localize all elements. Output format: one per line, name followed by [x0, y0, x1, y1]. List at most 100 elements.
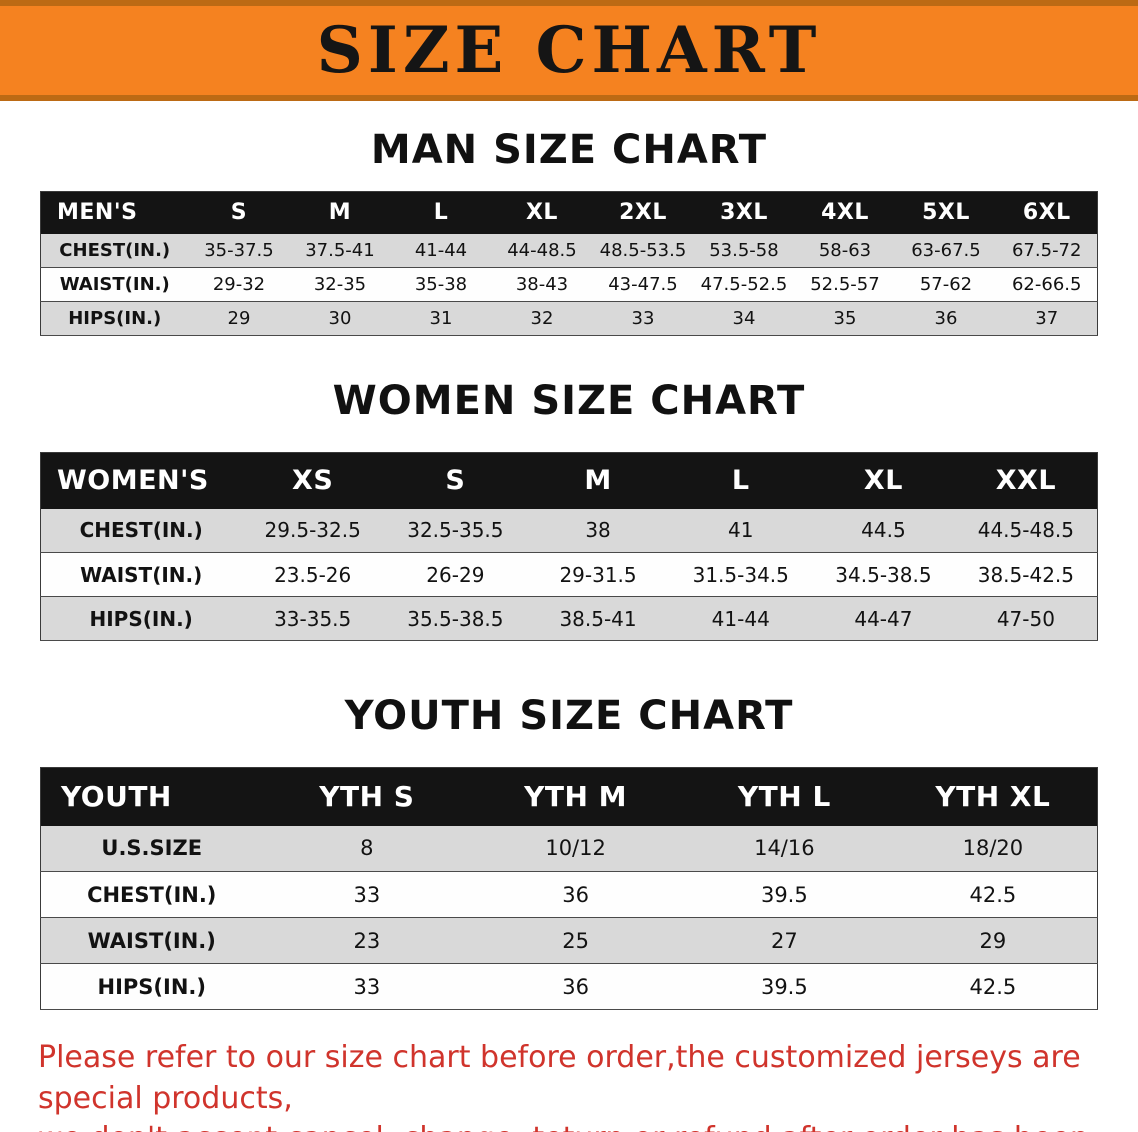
size-value-cell: 42.5 [969, 974, 1017, 999]
size-value-cell: 32-35 [313, 274, 367, 295]
table-corner-label: WOMEN'S [40, 452, 242, 509]
size-value-cell: 36 [562, 882, 589, 907]
men-size-heading: MAN SIZE CHART [370, 127, 768, 173]
row-label: HIPS(IN.) [89, 606, 193, 631]
disclaimer-line-2: we don't accept cancel, change, teturn o… [38, 1119, 1100, 1132]
table-row: WAIST(IN.) 23 25 27 29 [40, 917, 1098, 964]
table-row: HIPS(IN.) 33 36 39.5 42.5 [40, 963, 1098, 1010]
table-row: U.S.SIZE 8 10/12 14/16 18/20 [40, 825, 1098, 872]
size-value-cell: 41 [728, 518, 754, 543]
size-value-cell: 25 [562, 928, 589, 953]
row-label: CHEST(IN.) [87, 882, 217, 907]
size-column-header: YTH L [679, 767, 889, 826]
size-chart-title: SIZE CHART [316, 13, 822, 88]
table-row: CHEST(IN.) 33 36 39.5 42.5 [40, 871, 1098, 918]
size-column-header: L [390, 191, 492, 234]
men-size-section: MAN SIZE CHART MEN'S S M L XL 2XL 3XL 4XL 5XL 6XL… [0, 127, 1138, 336]
table-corner-label: MEN'S [40, 191, 189, 234]
youth-size-heading: YOUTH SIZE CHART [344, 693, 794, 739]
row-label: WAIST(IN.) [80, 562, 203, 587]
size-value-cell: 33-35.5 [274, 606, 352, 631]
size-value-cell: 29.5-32.5 [264, 518, 361, 543]
table-row: WAIST(IN.) 23.5-26 26-29 29-31.5 31.5-34.5 34… [40, 552, 1098, 597]
size-value-cell: 63-67.5 [911, 239, 981, 261]
size-value-cell: 52.5-57 [810, 274, 880, 295]
size-value-cell: 47.5-52.5 [700, 274, 788, 295]
size-value-cell: 23 [353, 928, 381, 953]
size-value-cell: 36 [934, 308, 958, 329]
women-size-section: WOMEN SIZE CHART WOMEN'S XS S M L XL XXL CHEST(… [0, 378, 1138, 641]
row-label: HIPS(IN.) [68, 308, 162, 329]
size-column-header: 5XL [895, 191, 997, 234]
size-value-cell: 37.5-41 [305, 239, 375, 261]
size-column-header: M [289, 191, 391, 234]
women-size-table: WOMEN'S XS S M L XL XXL CHEST(IN.) 29.5-32.5 32.5… [40, 452, 1098, 641]
size-column-header: S [188, 191, 290, 234]
size-value-cell: 38.5-42.5 [977, 562, 1075, 587]
size-column-header: 3XL [693, 191, 795, 234]
size-value-cell: 39.5 [760, 974, 808, 999]
size-value-cell: 39.5 [760, 882, 808, 907]
size-column-header: 6XL [996, 191, 1098, 234]
row-label: U.S.SIZE [101, 836, 203, 861]
table-row: HIPS(IN.) 29 30 31 32 33 34 35 36 37 [40, 301, 1098, 336]
size-value-cell: 31.5-34.5 [692, 562, 789, 587]
size-value-cell: 37 [1035, 308, 1059, 329]
size-value-cell: 8 [360, 836, 374, 861]
size-value-cell: 41-44 [414, 239, 468, 261]
men-size-table: MEN'S S M L XL 2XL 3XL 4XL 5XL 6XL CHEST(IN.) 35-37… [40, 191, 1098, 336]
size-value-cell: 44-47 [854, 606, 913, 631]
size-column-header: M [526, 452, 670, 509]
table-row: WAIST(IN.) 29-32 32-35 35-38 38-43 43-47.5 47.… [40, 267, 1098, 302]
table-header-row: YOUTH YTH S YTH M YTH L YTH XL [40, 767, 1098, 826]
size-value-cell: 58-63 [818, 239, 872, 261]
size-value-cell: 43-47.5 [608, 274, 678, 295]
row-label: HIPS(IN.) [97, 974, 206, 999]
table-row: HIPS(IN.) 33-35.5 35.5-38.5 38.5-41 41-44 44-… [40, 596, 1098, 641]
size-column-header: S [384, 452, 527, 509]
size-value-cell: 26-29 [426, 562, 485, 587]
size-column-header: XL [812, 452, 955, 509]
disclaimer-line-1: Please refer to our size chart before or… [38, 1040, 1081, 1116]
size-value-cell: 35.5-38.5 [407, 606, 504, 631]
row-label: WAIST(IN.) [87, 928, 216, 953]
size-value-cell: 29-32 [212, 274, 266, 295]
size-column-header: YTH XL [888, 767, 1098, 826]
size-column-header: L [669, 452, 813, 509]
table-row: CHEST(IN.) 29.5-32.5 32.5-35.5 38 41 44.5 44.5… [40, 508, 1098, 553]
size-column-header: XXL [954, 452, 1098, 509]
size-value-cell: 10/12 [545, 836, 606, 861]
size-column-header: XL [491, 191, 593, 234]
size-value-cell: 29 [979, 928, 1007, 953]
row-label: CHEST(IN.) [59, 239, 171, 261]
youth-size-section: YOUTH SIZE CHART YOUTH YTH S YTH M YTH L YTH… [0, 693, 1138, 1010]
table-header-row: MEN'S S M L XL 2XL 3XL 4XL 5XL 6XL [40, 191, 1098, 234]
size-value-cell: 34 [732, 308, 756, 329]
size-value-cell: 30 [328, 308, 352, 329]
disclaimer: Please refer to our size chart before or… [38, 1038, 1100, 1132]
size-value-cell: 18/20 [962, 836, 1024, 861]
size-value-cell: 27 [770, 928, 798, 953]
size-value-cell: 62-66.5 [1011, 274, 1082, 295]
size-column-header: 4XL [794, 191, 896, 234]
size-value-cell: 42.5 [969, 882, 1017, 907]
size-value-cell: 23.5-26 [274, 562, 352, 587]
size-column-header: 2XL [592, 191, 694, 234]
size-value-cell: 44-48.5 [507, 239, 577, 261]
size-column-header: YTH S [262, 767, 472, 826]
size-value-cell: 53.5-58 [709, 239, 779, 261]
banner: SIZE CHART [0, 0, 1138, 101]
size-value-cell: 38-43 [515, 274, 569, 295]
size-value-cell: 29 [227, 308, 251, 329]
size-value-cell: 14/16 [754, 836, 815, 861]
women-size-heading: WOMEN SIZE CHART [332, 378, 806, 424]
size-value-cell: 33 [353, 882, 381, 907]
size-value-cell: 57-62 [919, 274, 973, 295]
size-value-cell: 31 [429, 308, 453, 329]
size-column-header: YTH M [471, 767, 680, 826]
size-value-cell: 36 [562, 974, 589, 999]
size-value-cell: 33 [353, 974, 381, 999]
size-value-cell: 34.5-38.5 [835, 562, 932, 587]
row-label: CHEST(IN.) [79, 518, 203, 543]
